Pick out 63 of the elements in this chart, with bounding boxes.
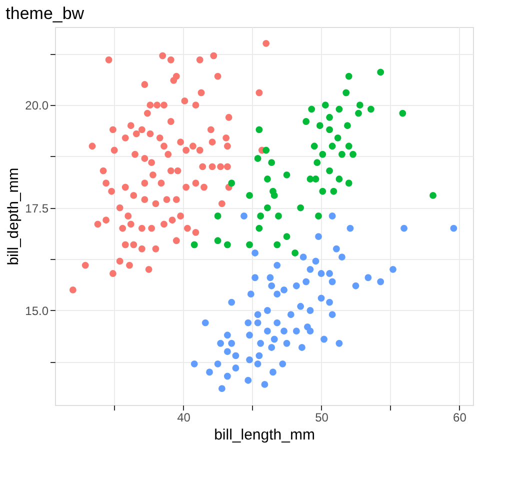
y-axis-title: bill_depth_mm bbox=[5, 168, 22, 266]
point bbox=[350, 150, 356, 158]
point bbox=[315, 212, 322, 220]
point bbox=[275, 212, 282, 220]
point bbox=[316, 122, 324, 130]
y-tick-label: 15.0 bbox=[25, 304, 49, 318]
point bbox=[306, 176, 314, 182]
point bbox=[338, 150, 346, 158]
y-tick-label: 17.5 bbox=[25, 201, 49, 216]
point bbox=[292, 250, 299, 256]
point bbox=[268, 159, 276, 166]
point bbox=[264, 204, 271, 212]
point bbox=[246, 241, 253, 248]
point bbox=[355, 110, 362, 117]
point bbox=[356, 102, 364, 109]
point bbox=[283, 233, 290, 240]
point bbox=[345, 142, 352, 150]
point bbox=[228, 180, 236, 187]
point bbox=[270, 192, 278, 199]
point bbox=[342, 89, 350, 96]
point bbox=[314, 159, 321, 166]
point bbox=[322, 102, 329, 109]
point bbox=[330, 188, 338, 195]
y-tick-label: 20.0 bbox=[25, 98, 49, 113]
point bbox=[377, 68, 384, 76]
point bbox=[224, 241, 231, 248]
point bbox=[274, 241, 281, 248]
point bbox=[367, 106, 374, 113]
point bbox=[334, 134, 342, 142]
point bbox=[430, 192, 436, 199]
point bbox=[214, 212, 222, 220]
point bbox=[344, 122, 351, 130]
point bbox=[345, 180, 352, 187]
point bbox=[310, 142, 318, 150]
x-tick-label: 60 bbox=[453, 410, 467, 424]
point bbox=[319, 150, 326, 158]
point bbox=[326, 167, 333, 174]
point bbox=[326, 114, 333, 121]
point bbox=[308, 106, 316, 113]
point bbox=[345, 72, 352, 80]
point bbox=[399, 110, 406, 117]
point bbox=[257, 212, 264, 220]
point bbox=[283, 171, 290, 178]
point bbox=[302, 118, 310, 125]
point bbox=[190, 241, 198, 248]
point bbox=[312, 176, 320, 182]
point bbox=[297, 204, 304, 212]
point bbox=[336, 176, 343, 182]
point bbox=[214, 237, 222, 244]
point bbox=[336, 106, 343, 113]
point bbox=[256, 126, 263, 134]
point bbox=[319, 188, 326, 195]
point bbox=[326, 126, 333, 134]
chart-title: theme_bw bbox=[6, 4, 85, 23]
point bbox=[264, 176, 271, 182]
x-tick-label: 50 bbox=[315, 410, 329, 424]
point bbox=[328, 142, 336, 150]
x-tick-label: 40 bbox=[177, 410, 191, 424]
point bbox=[246, 192, 253, 199]
point bbox=[262, 146, 270, 154]
point bbox=[256, 224, 263, 232]
x-axis-title: bill_length_mm bbox=[214, 426, 315, 444]
point bbox=[254, 155, 262, 162]
